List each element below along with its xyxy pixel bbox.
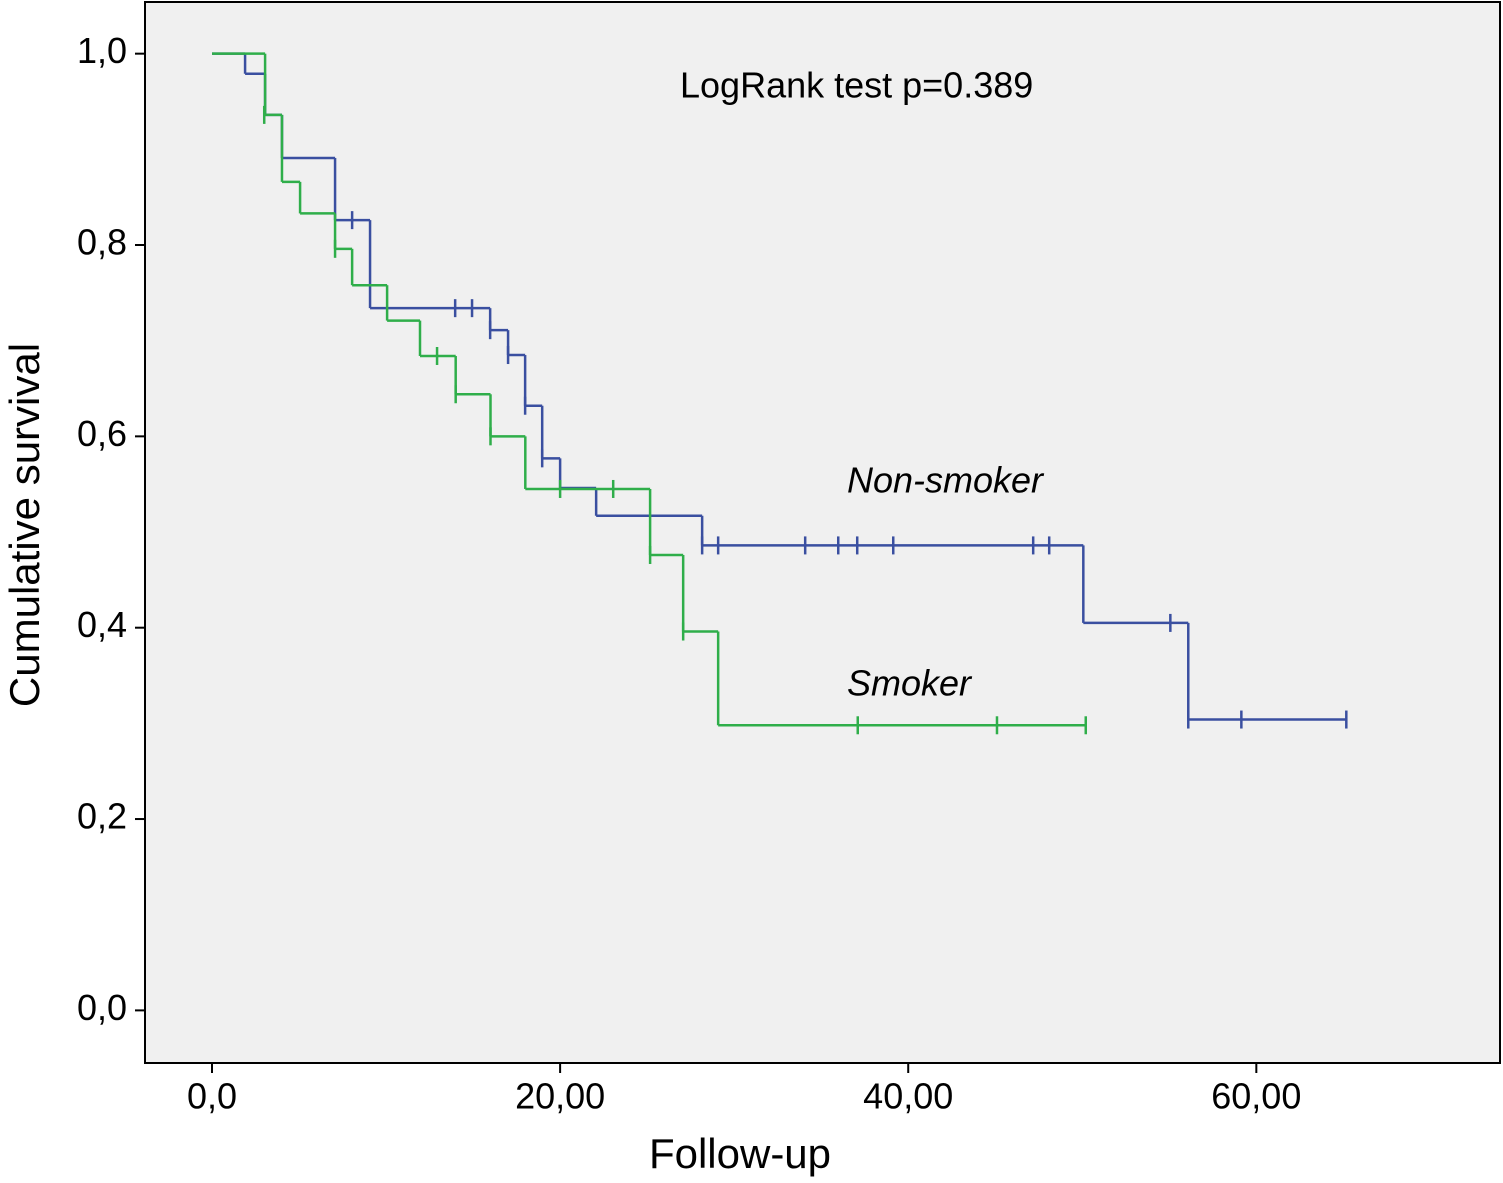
y-tick-label: 0,0 xyxy=(77,987,127,1028)
y-axis-title: Cumulative survival xyxy=(1,343,48,707)
series-label: Non-smoker xyxy=(847,460,1045,501)
y-tick-label: 0,8 xyxy=(77,222,127,263)
x-axis-title: Follow-up xyxy=(649,1130,831,1177)
y-tick-label: 0,2 xyxy=(77,796,127,837)
plot-area xyxy=(144,1,1501,1064)
x-tick-label: 0,0 xyxy=(187,1076,237,1117)
annotation: LogRank test p=0.389 xyxy=(680,65,1033,106)
y-tick-label: 0,4 xyxy=(77,604,127,645)
x-tick-label: 60,00 xyxy=(1211,1076,1301,1117)
y-tick-label: 1,0 xyxy=(77,30,127,71)
x-tick-label: 20,00 xyxy=(515,1076,605,1117)
x-tick-label: 40,00 xyxy=(863,1076,953,1117)
series-label: Smoker xyxy=(847,663,973,704)
y-tick-label: 0,6 xyxy=(77,413,127,454)
